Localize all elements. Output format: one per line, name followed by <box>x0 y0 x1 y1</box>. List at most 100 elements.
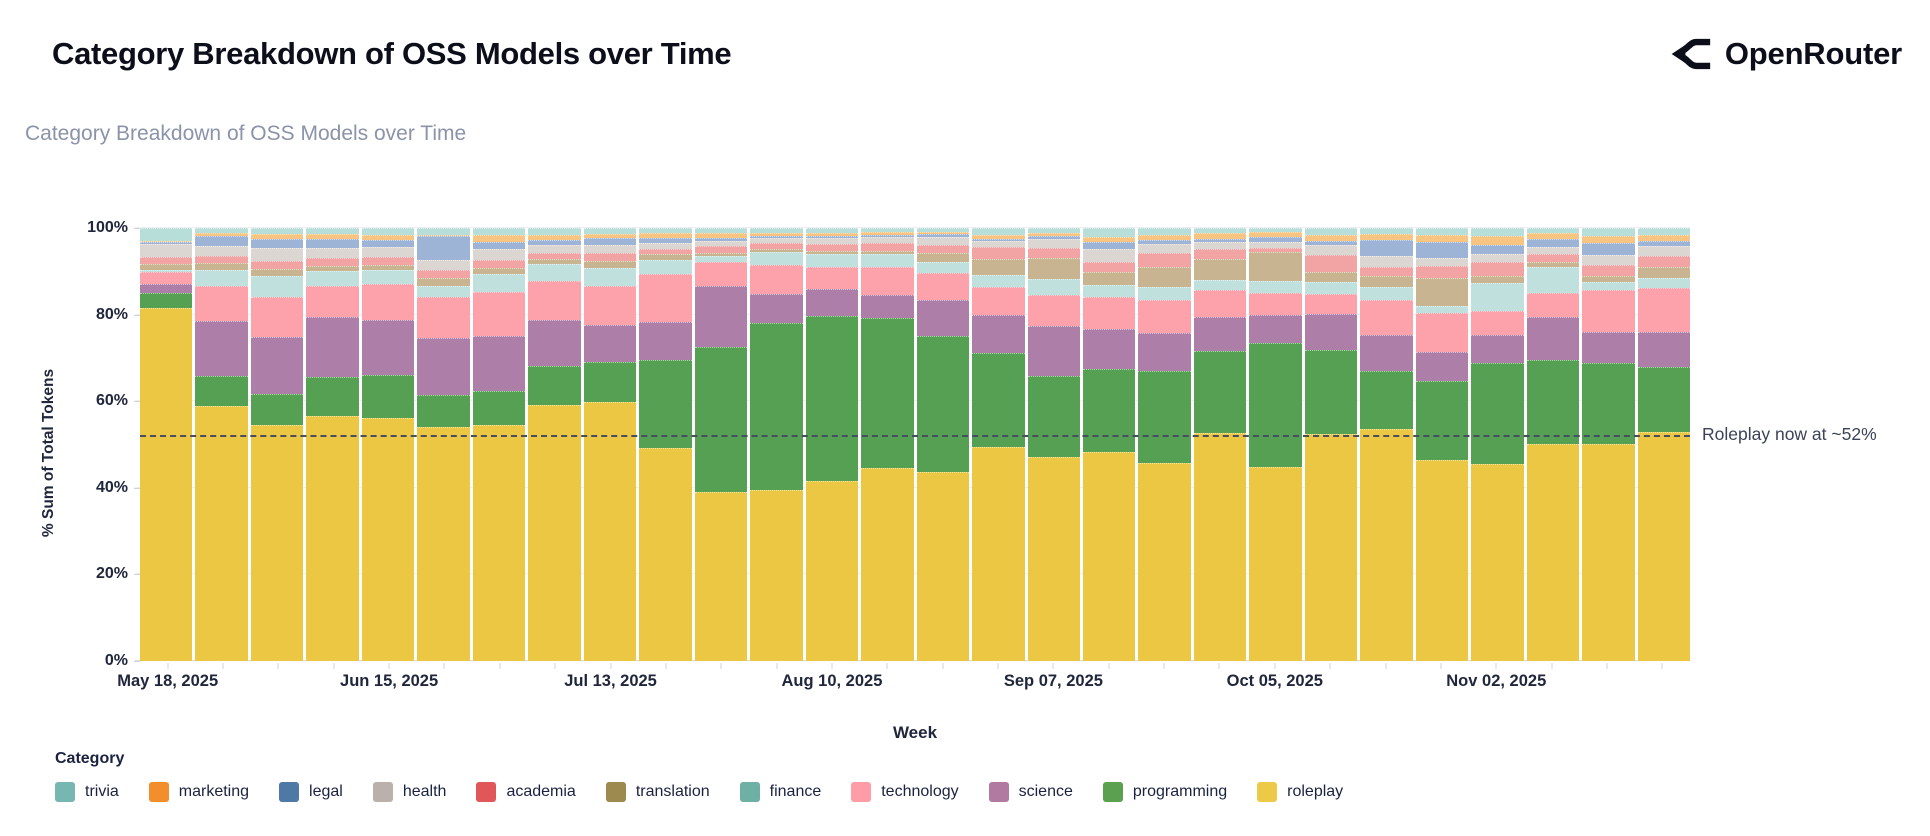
segment-science[interactable] <box>1304 314 1358 351</box>
segment-academia[interactable] <box>195 255 248 263</box>
legend-item-legal[interactable]: legal <box>279 782 343 802</box>
segment-technology[interactable] <box>583 286 637 326</box>
segment-trivia[interactable] <box>861 228 914 233</box>
segment-science[interactable] <box>1582 331 1635 363</box>
bar-week-18[interactable] <box>1082 228 1136 661</box>
segment-roleplay[interactable] <box>1637 432 1691 661</box>
segment-programming[interactable] <box>195 375 248 407</box>
bar-week-22[interactable] <box>1304 228 1358 661</box>
bar-week-15[interactable] <box>916 228 970 661</box>
bar-week-6[interactable] <box>417 228 470 661</box>
segment-academia[interactable] <box>1360 267 1413 277</box>
bar-week-3[interactable] <box>250 228 304 661</box>
segment-roleplay[interactable] <box>361 417 415 661</box>
segment-academia[interactable] <box>1249 247 1302 252</box>
segment-health[interactable] <box>750 238 803 243</box>
segment-programming[interactable] <box>1360 370 1413 430</box>
segment-science[interactable] <box>1082 328 1136 370</box>
segment-academia[interactable] <box>1304 254 1358 272</box>
segment-marketing[interactable] <box>195 232 248 237</box>
segment-trivia[interactable] <box>306 228 359 235</box>
segment-finance[interactable] <box>306 271 359 287</box>
segment-marketing[interactable] <box>1582 236 1635 244</box>
segment-roleplay[interactable] <box>1582 444 1635 661</box>
bar-week-1[interactable] <box>140 227 193 661</box>
segment-trivia[interactable] <box>250 228 304 234</box>
segment-academia[interactable] <box>1526 254 1580 262</box>
segment-academia[interactable] <box>583 252 637 261</box>
segment-translation[interactable] <box>1249 251 1302 281</box>
segment-academia[interactable] <box>140 257 193 265</box>
segment-legal[interactable] <box>250 238 304 249</box>
segment-roleplay[interactable] <box>417 427 470 661</box>
segment-programming[interactable] <box>1637 367 1691 433</box>
segment-technology[interactable] <box>1637 288 1691 333</box>
segment-technology[interactable] <box>1249 292 1302 316</box>
segment-roleplay[interactable] <box>250 425 304 661</box>
segment-finance[interactable] <box>805 254 859 267</box>
segment-technology[interactable] <box>528 280 581 320</box>
segment-technology[interactable] <box>1582 289 1635 332</box>
segment-finance[interactable] <box>750 251 803 265</box>
segment-marketing[interactable] <box>639 232 692 238</box>
segment-marketing[interactable] <box>140 240 193 242</box>
segment-science[interactable] <box>1637 332 1691 368</box>
segment-translation[interactable] <box>306 265 359 272</box>
segment-trivia[interactable] <box>972 228 1025 235</box>
segment-roleplay[interactable] <box>1360 429 1413 661</box>
segment-trivia[interactable] <box>583 228 637 234</box>
segment-legal[interactable] <box>1471 244 1524 255</box>
bar-week-19[interactable] <box>1138 228 1191 661</box>
segment-legal[interactable] <box>1637 240 1691 246</box>
segment-academia[interactable] <box>1027 248 1080 259</box>
segment-trivia[interactable] <box>472 228 526 235</box>
segment-legal[interactable] <box>306 239 359 248</box>
segment-health[interactable] <box>1249 241 1302 248</box>
segment-programming[interactable] <box>1138 370 1191 464</box>
segment-academia[interactable] <box>639 248 692 255</box>
segment-technology[interactable] <box>250 297 304 338</box>
segment-marketing[interactable] <box>472 235 526 242</box>
segment-trivia[interactable] <box>1360 228 1413 234</box>
segment-technology[interactable] <box>361 283 415 321</box>
segment-science[interactable] <box>750 293 803 323</box>
legend-item-technology[interactable]: technology <box>851 782 959 802</box>
segment-translation[interactable] <box>1360 276 1413 288</box>
segment-translation[interactable] <box>250 269 304 276</box>
segment-technology[interactable] <box>1471 310 1524 335</box>
segment-science[interactable] <box>916 299 970 336</box>
segment-programming[interactable] <box>528 365 581 405</box>
segment-science[interactable] <box>140 284 193 293</box>
segment-translation[interactable] <box>1471 275 1524 284</box>
segment-roleplay[interactable] <box>1082 451 1136 661</box>
segment-roleplay[interactable] <box>1471 464 1524 661</box>
segment-programming[interactable] <box>583 361 637 403</box>
segment-programming[interactable] <box>694 346 748 492</box>
segment-programming[interactable] <box>1526 360 1580 445</box>
segment-translation[interactable] <box>916 253 970 263</box>
segment-science[interactable] <box>1193 317 1247 351</box>
segment-roleplay[interactable] <box>861 468 914 661</box>
segment-science[interactable] <box>861 295 914 319</box>
legend-item-academia[interactable]: academia <box>476 782 576 802</box>
segment-programming[interactable] <box>1582 362 1635 445</box>
bar-week-4[interactable] <box>306 228 359 661</box>
segment-health[interactable] <box>250 248 304 261</box>
segment-finance[interactable] <box>1637 278 1691 289</box>
segment-marketing[interactable] <box>916 231 970 235</box>
segment-science[interactable] <box>417 338 470 395</box>
segment-programming[interactable] <box>417 394 470 428</box>
segment-marketing[interactable] <box>417 234 470 237</box>
segment-translation[interactable] <box>861 250 914 255</box>
segment-legal[interactable] <box>583 238 637 245</box>
bar-week-20[interactable] <box>1193 228 1247 661</box>
segment-academia[interactable] <box>861 243 914 251</box>
segment-health[interactable] <box>1027 239 1080 249</box>
segment-health[interactable] <box>861 237 914 244</box>
segment-marketing[interactable] <box>1138 234 1191 241</box>
segment-marketing[interactable] <box>250 233 304 239</box>
segment-marketing[interactable] <box>972 234 1025 239</box>
bar-week-7[interactable] <box>472 228 526 661</box>
segment-health[interactable] <box>1471 254 1524 262</box>
segment-academia[interactable] <box>1082 261 1136 272</box>
